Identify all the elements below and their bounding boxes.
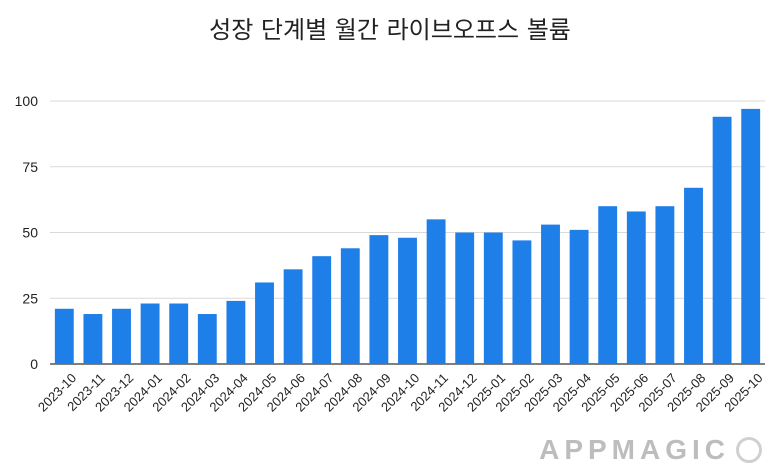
bar-2025-02	[512, 240, 532, 364]
bar-2024-07	[312, 256, 332, 364]
bar-2024-11	[426, 219, 446, 364]
bar-2024-10	[398, 237, 417, 364]
bar-2025-10	[741, 108, 761, 364]
bar-2024-05	[255, 282, 274, 364]
watermark: APPMAGIC	[539, 434, 762, 466]
bar-2025-01	[483, 232, 503, 364]
bar-2024-01	[140, 303, 160, 364]
y-tick-label: 50	[22, 225, 38, 241]
bar-2025-04	[569, 229, 589, 364]
bar-2024-08	[340, 248, 360, 364]
bar-2025-09	[712, 116, 732, 364]
bar-2023-10	[54, 308, 74, 364]
y-tick-label: 75	[22, 159, 38, 175]
bars	[54, 108, 761, 364]
bar-2024-04	[226, 300, 246, 364]
bar-2025-05	[598, 206, 618, 364]
watermark-text: APPMAGIC	[539, 434, 730, 465]
y-axis-ticks: 0 25 50 75 100	[15, 93, 39, 372]
bar-2024-03	[197, 314, 217, 364]
chart-title: 성장 단계별 월간 라이브오프스 볼륨	[209, 16, 571, 44]
y-tick-label: 100	[15, 93, 39, 109]
bar-2024-12	[455, 232, 475, 364]
appmagic-logo-icon	[736, 437, 762, 463]
bar-2025-06	[626, 211, 646, 364]
bar-2023-11	[83, 314, 103, 364]
bar-2024-02	[169, 303, 189, 364]
y-tick-label: 0	[30, 356, 38, 372]
bar-2025-08	[684, 187, 703, 364]
bar-2025-03	[541, 224, 560, 364]
bar-2024-06	[283, 269, 303, 364]
bar-2025-07	[655, 206, 675, 364]
bar-2024-09	[369, 235, 389, 364]
y-tick-label: 25	[22, 290, 38, 306]
bar-2023-12	[112, 308, 131, 364]
x-axis-ticks: 2023-102023-112023-122024-012024-022024-…	[35, 370, 766, 414]
